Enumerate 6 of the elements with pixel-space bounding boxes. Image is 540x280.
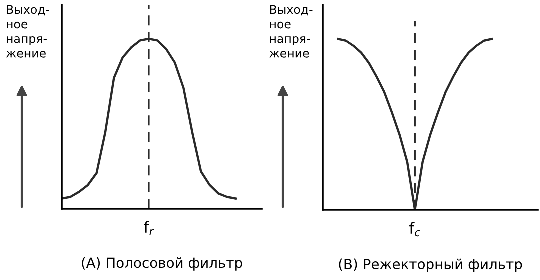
y-axis-title: Выход- ное напря- жение xyxy=(270,5,313,58)
text: f$_{c}$ xyxy=(410,222,420,237)
y-axis-title: Выход- ное напря- жение xyxy=(6,5,50,58)
text: f$_{r}$ xyxy=(144,221,154,236)
text: (A) Полосовой фильтр xyxy=(82,257,242,271)
text: (B) Режекторный фильтр xyxy=(339,258,522,272)
